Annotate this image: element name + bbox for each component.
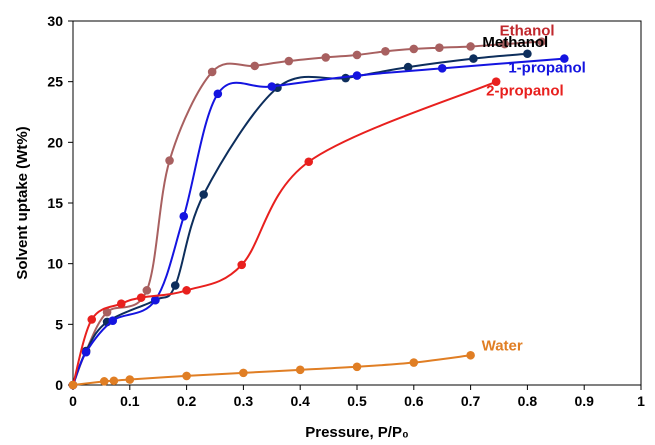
y-tick-label: 20 xyxy=(47,134,63,150)
data-point-2-propanol xyxy=(136,293,146,302)
data-point-2-propanol xyxy=(304,157,314,167)
data-point-1-propanol xyxy=(108,316,118,325)
data-point-2-propanol xyxy=(491,77,501,86)
data-point-1-propanol xyxy=(437,64,447,73)
y-tick-label: 0 xyxy=(55,377,63,393)
y-tick-label: 15 xyxy=(47,195,63,211)
series-label-2-propanol: 2-propanol xyxy=(486,83,564,100)
series-line-1-propanol xyxy=(72,57,565,386)
data-point-1-propanol xyxy=(352,71,362,80)
data-point-ethanol xyxy=(321,53,331,62)
data-point-1-propanol xyxy=(213,89,223,99)
x-axis-ticks: 0 0.1 0.2 0.3 0.4 0.5 0.6 0.7 0.8 0.9 1 xyxy=(69,385,645,409)
data-point-water xyxy=(109,376,119,386)
data-point-water xyxy=(352,362,362,372)
data-point-water xyxy=(239,368,248,378)
x-tick-label: 0.8 xyxy=(518,393,538,409)
x-tick-label: 0.2 xyxy=(177,393,197,409)
data-point-ethanol xyxy=(250,61,260,71)
data-point-ethanol xyxy=(381,47,390,56)
x-tick-label: 0.9 xyxy=(574,393,594,409)
data-point-water xyxy=(68,380,78,390)
data-point-1-propanol xyxy=(81,347,91,357)
data-point-ethanol xyxy=(409,44,419,54)
y-axis-ticks: 0 5 10 15 20 25 30 xyxy=(47,13,73,393)
series-methanol xyxy=(68,49,532,390)
series-label-methanol: Methanol xyxy=(482,34,548,51)
y-axis-title: Solvent uptake (Wt%) xyxy=(14,126,31,279)
data-point-2-propanol xyxy=(87,315,97,324)
x-tick-label: 0.6 xyxy=(404,393,424,409)
series-line-methanol xyxy=(72,52,528,386)
data-point-ethanol xyxy=(466,42,475,51)
data-point-water xyxy=(182,371,191,381)
series-label-ethanol: Ethanol xyxy=(500,23,555,40)
data-point-water xyxy=(295,365,305,375)
series-water xyxy=(68,350,475,390)
data-point-ethanol xyxy=(537,37,546,46)
series-line-2-propanol xyxy=(72,80,497,386)
data-point-ethanol xyxy=(207,67,217,77)
data-point-water xyxy=(125,375,135,384)
data-point-1-propanol xyxy=(560,54,569,63)
series-label-water: Water xyxy=(482,337,523,354)
data-point-ethanol xyxy=(102,307,112,317)
y-tick-label: 30 xyxy=(47,13,63,29)
data-point-ethanol xyxy=(284,56,294,66)
data-point-1-propanol xyxy=(151,295,160,305)
series-2-propanol xyxy=(68,77,501,390)
x-tick-label: 0.7 xyxy=(461,393,481,409)
series-line-ethanol xyxy=(72,40,542,386)
data-point-methanol xyxy=(170,281,180,290)
x-tick-label: 0.3 xyxy=(234,393,254,409)
data-point-2-propanol xyxy=(182,286,191,295)
data-point-ethanol xyxy=(500,39,509,49)
data-point-methanol xyxy=(469,54,478,63)
data-point-water xyxy=(99,377,109,386)
x-tick-label: 0 xyxy=(69,393,77,409)
y-tick-label: 10 xyxy=(47,256,63,272)
data-point-2-propanol xyxy=(237,260,246,270)
data-point-2-propanol xyxy=(116,299,126,309)
data-point-1-propanol xyxy=(179,212,189,221)
data-point-1-propanol xyxy=(267,82,277,91)
data-point-water xyxy=(466,350,475,360)
y-tick-label: 5 xyxy=(55,316,63,332)
data-point-methanol xyxy=(523,49,532,59)
data-point-ethanol xyxy=(142,286,152,295)
data-point-methanol xyxy=(403,62,413,72)
x-tick-label: 0.5 xyxy=(347,393,367,409)
x-tick-label: 0.4 xyxy=(290,393,310,409)
series-label-1-propanol: 1-propanol xyxy=(508,60,586,77)
series-group xyxy=(68,37,569,390)
data-point-methanol xyxy=(199,190,208,199)
data-point-ethanol xyxy=(435,43,444,52)
data-point-ethanol xyxy=(165,156,174,165)
x-axis-title: Pressure, P/P₀ xyxy=(305,424,408,441)
x-tick-label: 1 xyxy=(637,393,645,409)
x-tick-label: 0.1 xyxy=(120,393,140,409)
y-tick-label: 25 xyxy=(47,74,63,90)
data-point-water xyxy=(409,358,419,367)
data-point-ethanol xyxy=(352,50,362,60)
